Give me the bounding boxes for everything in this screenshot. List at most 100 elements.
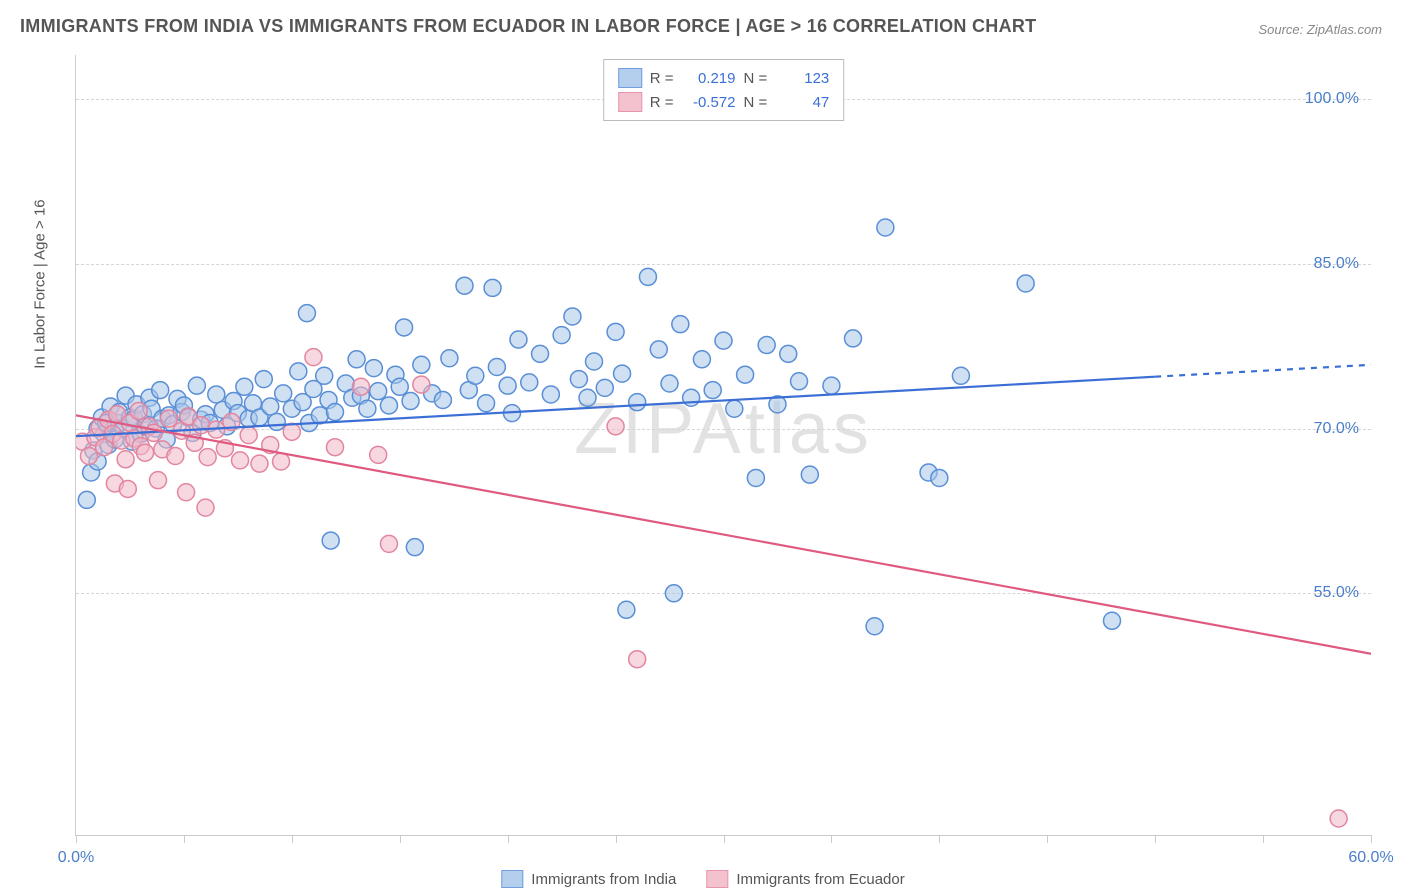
scatter-point: [650, 341, 667, 358]
r-label: R =: [650, 94, 674, 111]
xtick: [184, 835, 185, 843]
legend-swatch-ecuador: [618, 92, 642, 112]
trend-line: [76, 415, 1371, 653]
scatter-point: [348, 351, 365, 368]
chart-title: IMMIGRANTS FROM INDIA VS IMMIGRANTS FROM…: [20, 16, 1036, 37]
scatter-point: [370, 446, 387, 463]
scatter-point: [532, 345, 549, 362]
xtick: [292, 835, 293, 843]
r-label: R =: [650, 70, 674, 87]
scatter-point: [607, 323, 624, 340]
scatter-point: [283, 423, 300, 440]
r-value-india: 0.219: [682, 70, 736, 87]
scatter-point: [391, 378, 408, 395]
xtick: [724, 835, 725, 843]
scatter-point: [726, 400, 743, 417]
scatter-point: [715, 332, 732, 349]
scatter-point: [579, 389, 596, 406]
scatter-point: [629, 651, 646, 668]
chart-area: In Labor Force | Age > 16 ZIPAtlas R = 0…: [50, 55, 1370, 835]
scatter-point: [316, 367, 333, 384]
xtick: [831, 835, 832, 843]
scatter-point: [693, 351, 710, 368]
scatter-point: [305, 349, 322, 366]
scatter-point: [380, 535, 397, 552]
scatter-point: [197, 499, 214, 516]
legend-row-india: R = 0.219 N = 123: [618, 66, 830, 90]
scatter-point: [311, 407, 328, 424]
scatter-point: [117, 451, 134, 468]
scatter-point: [866, 618, 883, 635]
scatter-point: [456, 277, 473, 294]
scatter-point: [564, 308, 581, 325]
scatter-point: [665, 585, 682, 602]
scatter-point: [570, 371, 587, 388]
scatter-point: [478, 395, 495, 412]
legend-label-ecuador: Immigrants from Ecuador: [736, 871, 904, 888]
scatter-point: [413, 376, 430, 393]
scatter-point: [78, 491, 95, 508]
scatter-point: [618, 601, 635, 618]
scatter-point: [434, 391, 451, 408]
scatter-point: [268, 413, 285, 430]
scatter-point: [359, 400, 376, 417]
scatter-point: [737, 366, 754, 383]
xtick: [1155, 835, 1156, 843]
legend-row-ecuador: R = -0.572 N = 47: [618, 90, 830, 114]
scatter-point: [396, 319, 413, 336]
legend-correlation: R = 0.219 N = 123 R = -0.572 N = 47: [603, 59, 845, 121]
scatter-point: [413, 356, 430, 373]
scatter-point: [193, 417, 210, 434]
scatter-point: [130, 402, 147, 419]
scatter-point: [167, 447, 184, 464]
legend-swatch-india: [618, 68, 642, 88]
scatter-point: [629, 394, 646, 411]
scatter-point: [758, 337, 775, 354]
xtick: [616, 835, 617, 843]
scatter-point: [327, 439, 344, 456]
scatter-point: [188, 377, 205, 394]
scatter-point: [178, 484, 195, 501]
scatter-point: [1330, 810, 1347, 827]
scatter-point: [232, 452, 249, 469]
scatter-point: [119, 480, 136, 497]
y-axis-label: In Labor Force | Age > 16: [32, 199, 49, 368]
scatter-point: [322, 532, 339, 549]
scatter-point: [380, 397, 397, 414]
n-value-ecuador: 47: [775, 94, 829, 111]
xtick: [1047, 835, 1048, 843]
scatter-point: [370, 383, 387, 400]
scatter-point: [672, 316, 689, 333]
scatter-point: [406, 539, 423, 556]
scatter-point: [614, 365, 631, 382]
scatter-point: [327, 404, 344, 421]
scatter-point: [845, 330, 862, 347]
scatter-point: [152, 382, 169, 399]
scatter-point: [747, 469, 764, 486]
xtick: [400, 835, 401, 843]
scatter-point: [255, 371, 272, 388]
scatter-point: [1104, 612, 1121, 629]
scatter-point: [596, 379, 613, 396]
plot-box: ZIPAtlas R = 0.219 N = 123 R = -0.572 N …: [75, 55, 1371, 836]
scatter-point: [484, 279, 501, 296]
scatter-point: [542, 386, 559, 403]
legend-item-india: Immigrants from India: [501, 870, 676, 888]
scatter-point: [441, 350, 458, 367]
scatter-point: [298, 305, 315, 322]
scatter-point: [553, 327, 570, 344]
scatter-point: [402, 393, 419, 410]
legend-series: Immigrants from India Immigrants from Ec…: [501, 870, 904, 888]
scatter-point: [823, 377, 840, 394]
scatter-point: [208, 386, 225, 403]
trend-line-dashed: [1155, 365, 1371, 377]
scatter-point: [488, 359, 505, 376]
r-value-ecuador: -0.572: [682, 94, 736, 111]
scatter-point: [352, 378, 369, 395]
scatter-point: [639, 268, 656, 285]
scatter-point: [780, 345, 797, 362]
xtick: [1371, 835, 1372, 843]
legend-swatch-india: [501, 870, 523, 888]
scatter-point: [801, 466, 818, 483]
plot-svg: [76, 55, 1371, 835]
